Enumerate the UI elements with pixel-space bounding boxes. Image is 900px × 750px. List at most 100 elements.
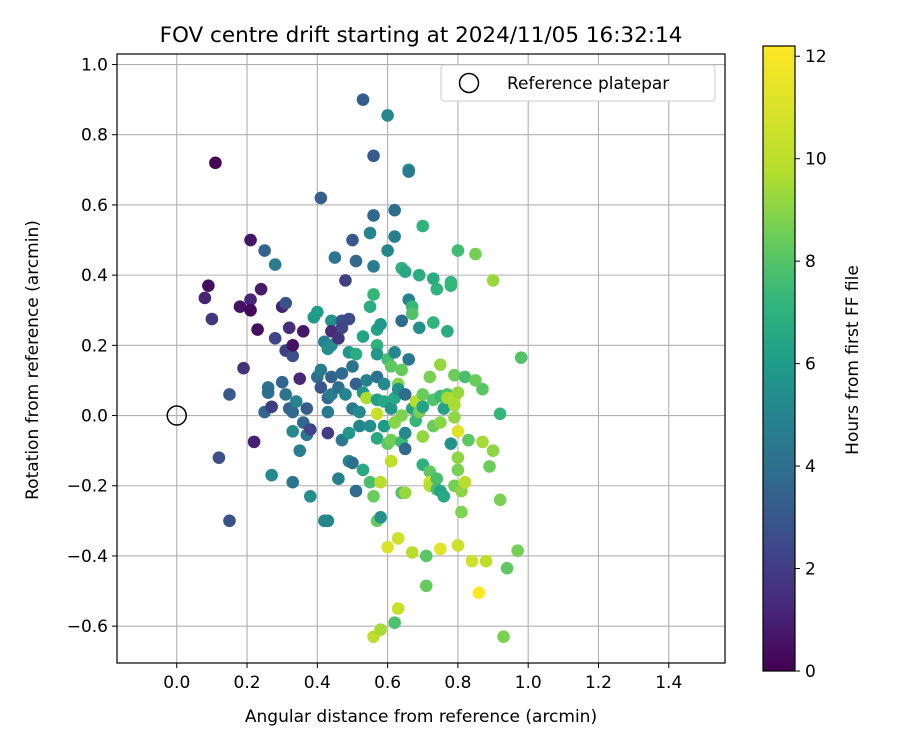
data-point [434, 542, 447, 556]
data-point [261, 386, 275, 400]
data-point [479, 554, 493, 568]
data-point [391, 532, 405, 545]
colorbar-tick-label: 10 [805, 150, 827, 170]
data-point [384, 360, 398, 373]
data-point [296, 324, 310, 338]
data-point [353, 405, 366, 419]
data-point [363, 419, 377, 433]
data-point [434, 358, 447, 371]
colorbar-tick-label: 12 [805, 47, 827, 67]
data-point [388, 203, 401, 217]
data-point [437, 489, 451, 503]
data-point [416, 430, 430, 443]
data-point [419, 579, 433, 593]
data-point [395, 409, 408, 422]
data-point [349, 347, 363, 361]
data-point [370, 347, 384, 361]
data-point [325, 314, 338, 328]
colorbar-tick-label: 0 [805, 662, 816, 682]
legend-label: Reference platepar [507, 74, 669, 94]
data-point [198, 291, 212, 305]
data-point [388, 346, 401, 359]
data-point [244, 293, 257, 307]
data-point [486, 274, 500, 287]
reference-platepar-marker [166, 405, 187, 426]
plot-area [116, 53, 726, 664]
data-point [391, 602, 405, 615]
data-point [398, 265, 412, 278]
y-tick-label: 0.6 [81, 196, 108, 216]
data-point [395, 363, 408, 377]
data-point [244, 233, 257, 247]
data-point [367, 489, 380, 503]
data-point [427, 272, 440, 285]
data-point [448, 410, 461, 424]
colorbar-label: Hours from first FF file [843, 265, 863, 455]
data-point [286, 425, 300, 438]
y-tick-label: 0.4 [81, 266, 108, 286]
data-point [293, 372, 307, 385]
data-point [342, 426, 356, 440]
y-axis-label: Rotation from reference (arcmin) [23, 220, 43, 500]
data-point [388, 616, 401, 629]
data-point [286, 475, 300, 489]
data-point [448, 368, 461, 382]
data-point [423, 370, 437, 384]
data-point [398, 486, 412, 500]
data-point [430, 472, 444, 486]
data-point [388, 230, 401, 243]
data-point [212, 451, 226, 464]
data-point [476, 382, 489, 396]
data-point [303, 489, 317, 503]
data-point [493, 493, 507, 507]
data-point [321, 514, 335, 528]
data-point [374, 511, 387, 524]
data-point [349, 484, 363, 498]
data-point [398, 388, 412, 401]
data-point [282, 321, 296, 335]
data-point [500, 561, 514, 575]
data-point [398, 426, 412, 440]
data-point [279, 388, 292, 401]
data-point [448, 398, 461, 412]
data-point [314, 191, 328, 205]
data-point [223, 514, 236, 528]
data-point [465, 554, 479, 568]
y-tick-label: 0.0 [81, 407, 108, 427]
data-point [279, 296, 292, 310]
data-point [458, 475, 472, 489]
data-point [265, 400, 278, 414]
data-point [451, 244, 465, 257]
data-point [441, 324, 454, 338]
data-point [286, 405, 300, 419]
plot-background [117, 54, 725, 663]
data-point [346, 456, 359, 470]
data-point [434, 416, 447, 429]
data-point [363, 475, 377, 489]
x-tick-label: 0.2 [234, 673, 261, 693]
data-point [321, 405, 335, 419]
data-point [377, 419, 391, 433]
data-point [374, 623, 387, 636]
colorbar-tick-label: 8 [805, 252, 816, 272]
data-point [289, 395, 303, 408]
data-point [381, 244, 394, 257]
data-point [268, 332, 282, 345]
data-point [384, 433, 398, 447]
data-point [451, 539, 465, 552]
data-point [405, 307, 419, 321]
data-point [353, 419, 366, 433]
data-point [363, 226, 377, 240]
data-point [335, 321, 349, 335]
data-point [381, 109, 394, 122]
data-point [416, 388, 430, 401]
data-point [377, 377, 391, 391]
x-tick-label: 0.6 [374, 673, 401, 693]
data-point [356, 330, 370, 343]
data-point [402, 353, 415, 366]
data-point [430, 282, 444, 296]
colorbar-tick-label: 6 [805, 355, 816, 375]
data-point [349, 254, 363, 268]
data-point [209, 156, 222, 170]
data-point [205, 312, 219, 326]
